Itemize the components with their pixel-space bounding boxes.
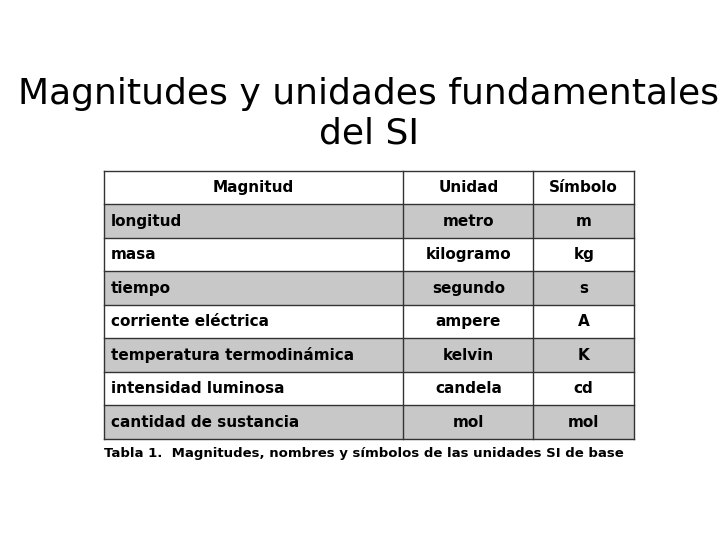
Bar [403,204,534,238]
Bar [104,305,403,339]
Text: segundo: segundo [432,281,505,296]
Bar [534,238,634,272]
Bar [534,204,634,238]
Bar [403,305,534,339]
Text: intensidad luminosa: intensidad luminosa [111,381,284,396]
Text: metro: metro [443,214,494,228]
Bar [534,305,634,339]
Bar [104,406,403,439]
Bar [403,406,534,439]
Bar [104,238,403,272]
Bar [104,204,403,238]
Bar [534,272,634,305]
Bar [534,406,634,439]
Text: kilogramo: kilogramo [426,247,511,262]
Bar [534,339,634,372]
Bar [403,238,534,272]
Text: mol: mol [453,415,484,430]
Text: K: K [578,348,590,363]
Text: Magnitudes y unidades fundamentales
del SI: Magnitudes y unidades fundamentales del … [19,77,719,151]
Bar [104,272,403,305]
Bar [403,171,534,204]
Text: Tabla 1.  Magnitudes, nombres y símbolos de las unidades SI de base: Tabla 1. Magnitudes, nombres y símbolos … [104,447,624,460]
Bar [403,272,534,305]
Bar [534,372,634,406]
Bar [104,339,403,372]
Text: cantidad de sustancia: cantidad de sustancia [111,415,299,430]
Bar [534,171,634,204]
Text: kelvin: kelvin [443,348,494,363]
Text: kg: kg [573,247,594,262]
Text: corriente eléctrica: corriente eléctrica [111,314,269,329]
Text: Magnitud: Magnitud [213,180,294,195]
Bar [403,372,534,406]
Text: masa: masa [111,247,156,262]
Text: candela: candela [435,381,502,396]
Text: cd: cd [574,381,593,396]
Text: Unidad: Unidad [438,180,498,195]
Text: tiempo: tiempo [111,281,171,296]
Text: A: A [578,314,590,329]
Text: ampere: ampere [436,314,501,329]
Text: mol: mol [568,415,599,430]
Bar [104,171,403,204]
Text: temperatura termodinámica: temperatura termodinámica [111,347,354,363]
Text: m: m [576,214,592,228]
Text: Símbolo: Símbolo [549,180,618,195]
Text: longitud: longitud [111,214,182,228]
Text: s: s [579,281,588,296]
Bar [403,339,534,372]
Bar [104,372,403,406]
